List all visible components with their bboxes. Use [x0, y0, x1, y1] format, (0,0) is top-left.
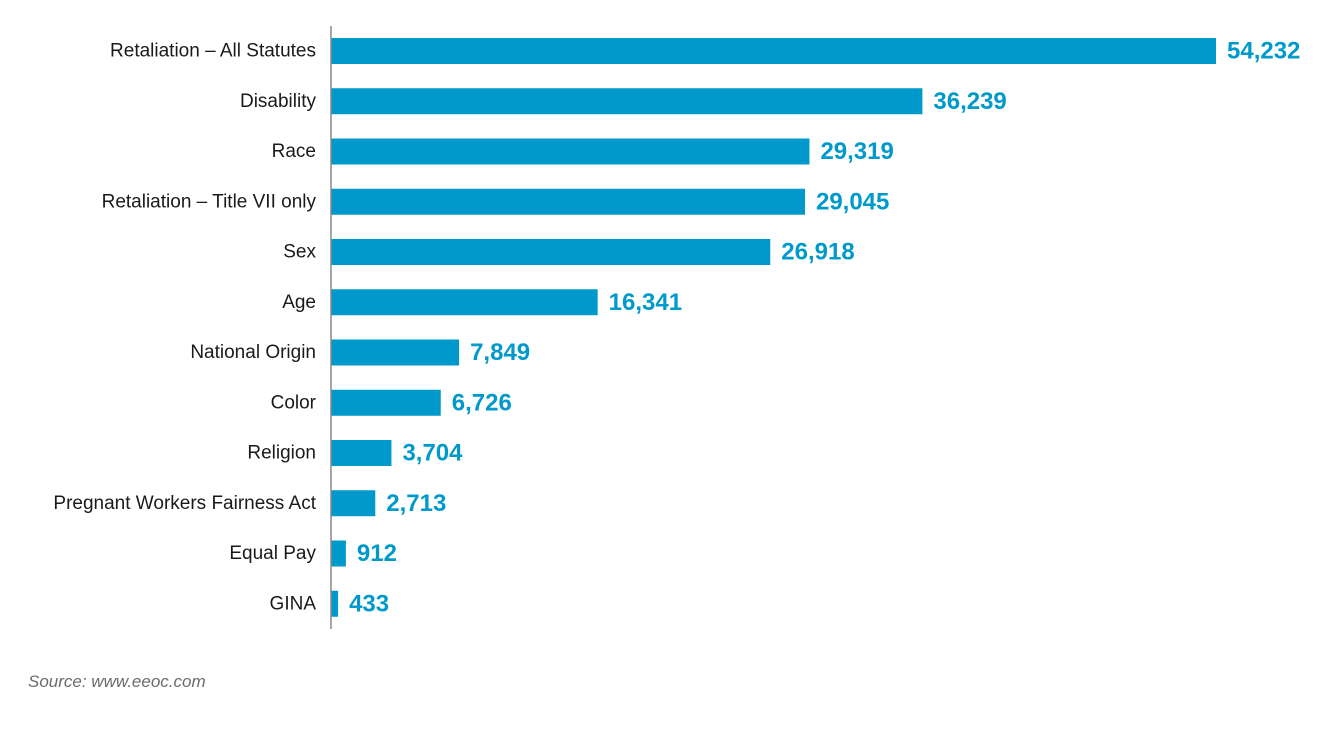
category-label: GINA [270, 593, 317, 614]
bar [331, 540, 346, 567]
bar [331, 188, 805, 215]
bar [331, 339, 460, 366]
value-label: 433 [349, 590, 389, 617]
category-label: Retaliation – Title VII only [102, 191, 317, 212]
bar [331, 389, 441, 416]
value-labels-group: 54,232 36,239 29,319 29,045 26,918 16,341 7,84… [349, 38, 1300, 618]
bar [331, 289, 598, 316]
value-label: 29,319 [820, 138, 893, 165]
category-label: Color [271, 392, 317, 413]
value-label: 2,713 [386, 490, 446, 517]
bars-group [331, 38, 1216, 617]
bar [331, 590, 339, 617]
value-label: 54,232 [1227, 38, 1300, 65]
bar [331, 490, 376, 517]
category-label: Sex [283, 242, 316, 263]
category-label: Religion [247, 443, 316, 464]
category-label: Equal Pay [229, 543, 316, 564]
value-label: 3,704 [402, 440, 463, 467]
bar [331, 88, 923, 115]
category-label: Disability [240, 91, 317, 112]
bar [331, 138, 810, 165]
category-label: Age [282, 292, 316, 313]
category-label: Race [272, 141, 316, 162]
category-label: Pregnant Workers Fairness Act [53, 493, 316, 514]
value-label: 16,341 [609, 289, 682, 316]
value-label: 26,918 [781, 239, 854, 266]
bar [331, 38, 1216, 64]
category-labels-group: Retaliation – All Statutes Disability Race… [53, 41, 316, 615]
source-note: Source: www.eeoc.com [28, 672, 206, 691]
value-label: 912 [357, 540, 397, 567]
value-label: 36,239 [933, 88, 1006, 115]
bar [331, 440, 392, 466]
category-label: Retaliation – All Statutes [110, 41, 316, 62]
value-label: 7,849 [470, 339, 530, 366]
bar [331, 239, 771, 265]
value-label: 29,045 [816, 188, 889, 215]
category-label: National Origin [190, 342, 316, 363]
value-label: 6,726 [452, 389, 512, 416]
